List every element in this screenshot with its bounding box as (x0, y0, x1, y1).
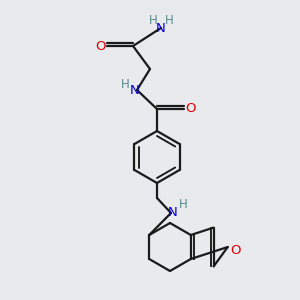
Text: H: H (121, 77, 129, 91)
Text: H: H (165, 14, 173, 28)
Text: O: O (186, 103, 196, 116)
Text: O: O (230, 244, 241, 256)
Text: O: O (95, 40, 105, 52)
Text: N: N (168, 206, 178, 220)
Text: N: N (156, 22, 166, 34)
Text: N: N (130, 83, 140, 97)
Text: H: H (178, 199, 188, 212)
Text: H: H (148, 14, 158, 28)
